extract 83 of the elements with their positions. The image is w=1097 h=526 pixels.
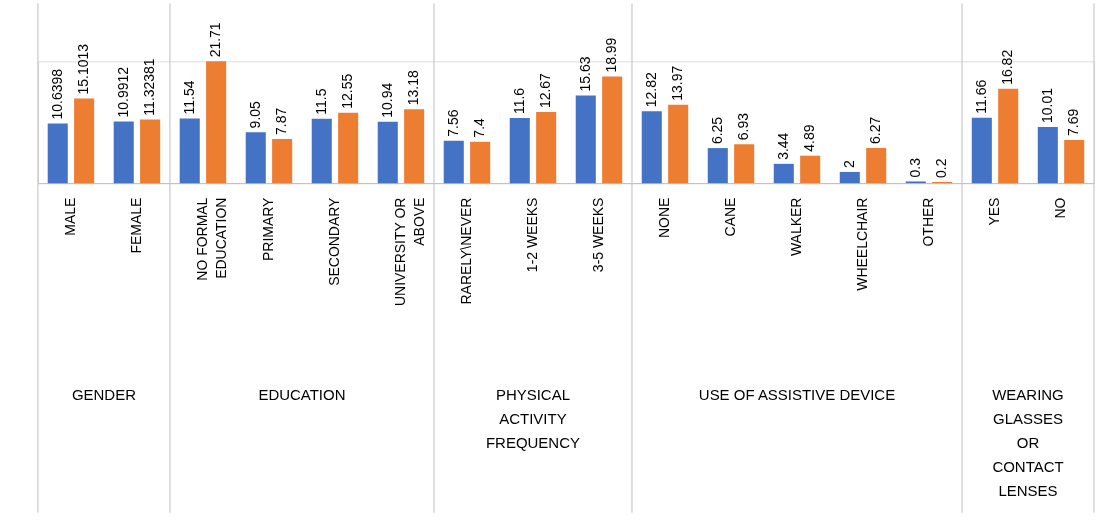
bar [272, 138, 293, 184]
x-tick-label: NONE [656, 197, 673, 238]
bar [641, 111, 662, 184]
x-tick-label: PRIMARY [260, 196, 277, 262]
x-tick-label: SECONDARY [326, 196, 343, 286]
bar [443, 140, 464, 184]
bar [839, 171, 860, 184]
bar [509, 118, 530, 184]
data-label: 2 [840, 159, 857, 168]
x-tick-label: WALKER [788, 197, 805, 257]
x-tick-label: MALE [62, 197, 79, 236]
data-label: 11.32381 [141, 58, 158, 116]
data-label: 9.05 [246, 100, 263, 129]
x-tick-label: OTHER [920, 197, 937, 247]
bar [470, 141, 491, 184]
data-label: 21.71 [207, 22, 224, 58]
bar [245, 132, 266, 184]
data-label: 12.67 [537, 72, 554, 109]
data-label: 13.18 [405, 70, 422, 106]
bar [1064, 140, 1085, 184]
data-label: 6.27 [867, 116, 884, 144]
data-label: 11.6 [510, 87, 527, 115]
data-label: 13.97 [669, 65, 686, 101]
data-label: 0.3 [906, 157, 923, 178]
text: PHYSICAL ACTIVITY FREQUENCY [485, 385, 580, 451]
text: USE OF ASSISTIVE DEVICE [698, 385, 896, 403]
data-label: 10.9912 [114, 66, 131, 118]
bar [74, 98, 95, 184]
bar [1037, 126, 1058, 184]
bar [707, 148, 728, 184]
x-tick-label: 3-5 WEEKS [590, 197, 607, 273]
bar [602, 76, 623, 184]
x-tick-label: NO FORMAL EDUCATION [194, 197, 230, 281]
x-tick-label: RARELY\NEVER [458, 197, 475, 305]
data-label: 10.6398 [48, 68, 65, 120]
data-label: 7.87 [273, 107, 290, 135]
text: GENDER [71, 385, 137, 403]
x-tick-label: CANE [722, 197, 739, 237]
bar [866, 147, 887, 184]
data-label: 10.01 [1038, 87, 1055, 123]
data-label: 11.5 [312, 88, 329, 115]
data-label: 6.93 [735, 112, 752, 141]
bar [734, 144, 755, 184]
bar [113, 121, 134, 184]
bar [668, 104, 689, 184]
bar [536, 112, 557, 184]
text: EDUCATION [258, 385, 346, 403]
x-tick-label: YES [986, 197, 1003, 226]
data-label: 15.63 [576, 56, 593, 92]
bar [971, 117, 992, 184]
bar [206, 61, 227, 184]
bar [338, 112, 359, 184]
data-label: 0.2 [933, 158, 950, 179]
x-tick-label: 1-2 WEEKS [524, 197, 541, 273]
bar [773, 163, 794, 184]
data-label: 16.82 [999, 49, 1016, 85]
bar [404, 109, 425, 184]
data-label: 11.66 [972, 79, 989, 114]
x-tick-label: NO [1052, 197, 1069, 219]
data-label: 3.44 [774, 132, 791, 160]
data-label: 15.1013 [75, 43, 92, 95]
data-label: 4.89 [801, 124, 818, 152]
bar [575, 95, 596, 184]
bar [47, 123, 68, 184]
data-label: 6.25 [708, 116, 725, 145]
x-tick-label: UNIVERSITY OR ABOVE [392, 197, 428, 307]
x-tick-label: WHEELCHAIR [854, 197, 871, 291]
bar [800, 155, 821, 184]
text: WEARING GLASSES OR CONTACT LENSES [992, 385, 1064, 499]
data-label: 12.82 [642, 72, 659, 108]
data-label: 7.69 [1065, 108, 1082, 137]
data-label: 11.54 [180, 80, 197, 115]
bar [998, 88, 1019, 184]
data-label: 10.94 [378, 82, 395, 118]
bar [179, 118, 200, 184]
data-label: 7.4 [471, 117, 488, 138]
data-label: 12.55 [339, 73, 356, 109]
x-tick-label: FEMALE [128, 197, 145, 254]
bar [311, 118, 332, 184]
data-label: 18.99 [603, 37, 620, 73]
data-label: 7.56 [444, 109, 461, 137]
bar [140, 119, 161, 184]
bar [377, 121, 398, 184]
